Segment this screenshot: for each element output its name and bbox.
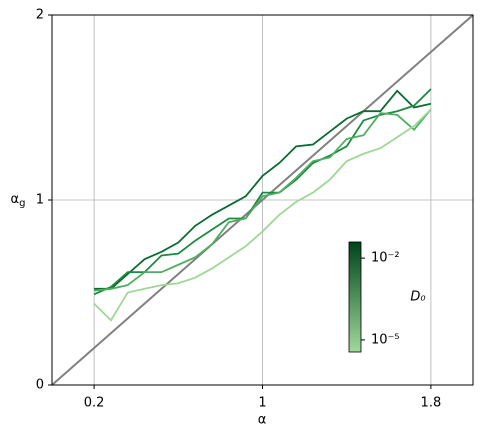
plot-frame <box>51 14 474 386</box>
x-tick-label: 1 <box>258 396 266 411</box>
y-tick-label: 0 <box>36 378 44 393</box>
series-line <box>93 88 432 296</box>
colorbar <box>348 241 362 353</box>
y-tick-label: 1 <box>36 193 44 208</box>
y-axis-label: αg <box>11 192 26 210</box>
reference-line <box>51 14 474 386</box>
series-line <box>94 89 432 290</box>
series-line <box>94 108 432 292</box>
x-tick-label: 0.2 <box>84 396 105 411</box>
y-tick-label: 2 <box>36 8 44 23</box>
series-line <box>93 108 432 322</box>
x-axis-label: α <box>258 413 267 428</box>
colorbar-tick-label: 10⁻⁵ <box>371 332 400 347</box>
colorbar-tick-label: 10⁻² <box>371 251 400 266</box>
x-tick-label: 1.8 <box>421 396 442 411</box>
colorbar-label: D₀ <box>410 290 426 305</box>
